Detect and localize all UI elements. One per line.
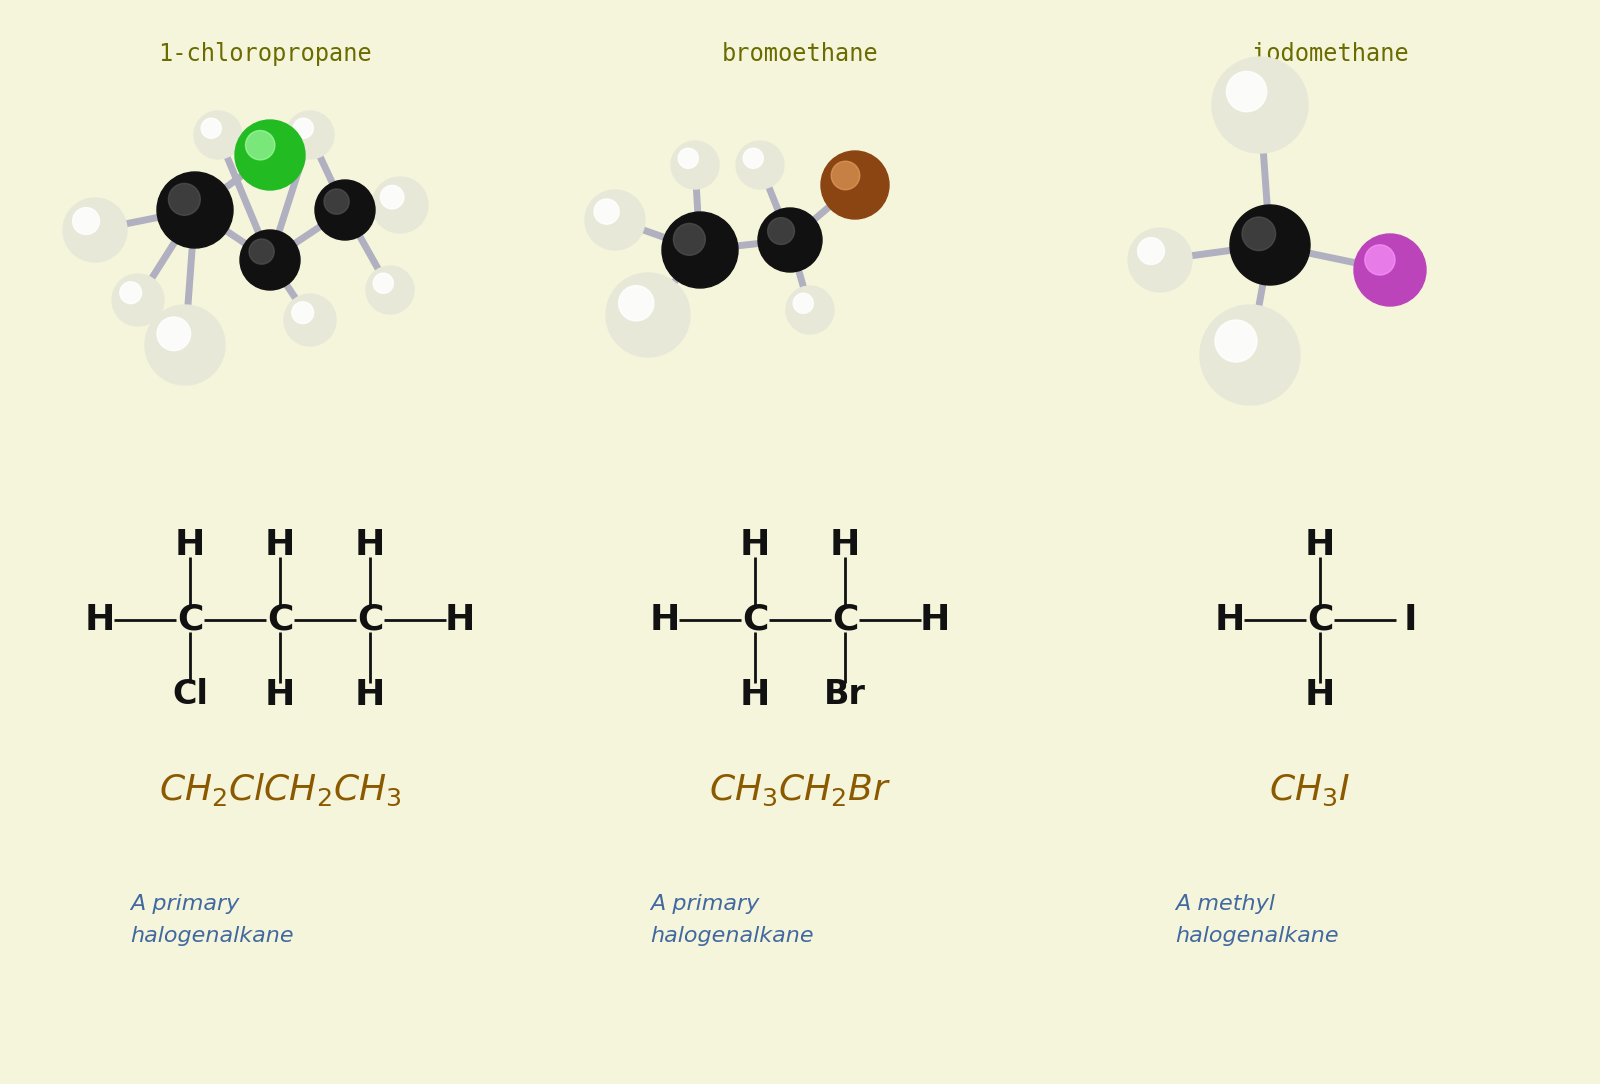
- Text: A primary
halogenalkane: A primary halogenalkane: [130, 893, 294, 946]
- Text: bromoethane: bromoethane: [722, 42, 878, 66]
- Text: I: I: [1403, 603, 1416, 637]
- Circle shape: [758, 208, 822, 272]
- Text: C: C: [832, 603, 858, 637]
- Circle shape: [786, 286, 834, 334]
- Text: H: H: [739, 678, 770, 712]
- Circle shape: [146, 305, 226, 385]
- Text: H: H: [1214, 603, 1245, 637]
- Circle shape: [1138, 237, 1165, 264]
- Circle shape: [1226, 72, 1267, 112]
- Text: C: C: [742, 603, 768, 637]
- Text: C: C: [178, 603, 203, 637]
- Circle shape: [1230, 205, 1310, 285]
- Circle shape: [291, 301, 314, 324]
- Text: iodomethane: iodomethane: [1251, 42, 1408, 66]
- Circle shape: [315, 180, 374, 240]
- Text: H: H: [1306, 678, 1334, 712]
- Circle shape: [381, 185, 403, 209]
- Circle shape: [794, 293, 813, 313]
- Circle shape: [72, 208, 99, 234]
- Text: H: H: [355, 678, 386, 712]
- Circle shape: [250, 238, 274, 264]
- Text: H: H: [445, 603, 475, 637]
- Circle shape: [240, 230, 301, 291]
- Text: H: H: [85, 603, 115, 637]
- Text: C: C: [1307, 603, 1333, 637]
- Text: H: H: [650, 603, 680, 637]
- Text: C: C: [267, 603, 293, 637]
- Circle shape: [293, 118, 314, 139]
- Circle shape: [736, 141, 784, 189]
- Circle shape: [371, 177, 429, 233]
- Circle shape: [594, 199, 619, 224]
- Text: $CH_3I$: $CH_3I$: [1269, 772, 1350, 808]
- Circle shape: [1354, 234, 1426, 306]
- Circle shape: [821, 151, 890, 219]
- Circle shape: [678, 149, 698, 168]
- Text: Cl: Cl: [173, 679, 208, 711]
- Text: 1-chloropropane: 1-chloropropane: [158, 42, 371, 66]
- Text: H: H: [920, 603, 950, 637]
- Text: $CH_2ClCH_2CH_3$: $CH_2ClCH_2CH_3$: [158, 772, 402, 809]
- Circle shape: [832, 162, 859, 190]
- Circle shape: [586, 190, 645, 250]
- Circle shape: [157, 172, 234, 248]
- Circle shape: [606, 273, 690, 357]
- Circle shape: [1214, 320, 1258, 362]
- Text: H: H: [830, 528, 861, 562]
- Text: Br: Br: [824, 679, 866, 711]
- Text: H: H: [266, 528, 294, 562]
- Circle shape: [366, 266, 414, 314]
- Circle shape: [619, 285, 654, 321]
- Circle shape: [323, 189, 349, 215]
- Text: H: H: [266, 678, 294, 712]
- Circle shape: [157, 317, 190, 350]
- Text: C: C: [357, 603, 382, 637]
- Circle shape: [1213, 57, 1309, 153]
- Circle shape: [285, 294, 336, 346]
- Circle shape: [662, 212, 738, 288]
- Text: $CH_3CH_2Br$: $CH_3CH_2Br$: [709, 772, 891, 808]
- Circle shape: [245, 130, 275, 160]
- Circle shape: [62, 198, 126, 262]
- Circle shape: [1365, 245, 1395, 275]
- Text: H: H: [1306, 528, 1334, 562]
- Circle shape: [1128, 228, 1192, 292]
- Circle shape: [670, 141, 718, 189]
- Circle shape: [168, 183, 200, 216]
- Text: H: H: [739, 528, 770, 562]
- Circle shape: [286, 111, 334, 159]
- Text: A methyl
halogenalkane: A methyl halogenalkane: [1174, 893, 1339, 946]
- Circle shape: [768, 218, 795, 245]
- Circle shape: [373, 273, 394, 294]
- Circle shape: [1200, 305, 1299, 405]
- Text: H: H: [355, 528, 386, 562]
- Circle shape: [202, 118, 221, 139]
- Circle shape: [1242, 217, 1275, 250]
- Circle shape: [112, 274, 165, 326]
- Text: H: H: [174, 528, 205, 562]
- Circle shape: [194, 111, 242, 159]
- Circle shape: [742, 149, 763, 168]
- Circle shape: [120, 282, 142, 304]
- Circle shape: [235, 120, 306, 190]
- Circle shape: [674, 223, 706, 256]
- Text: A primary
halogenalkane: A primary halogenalkane: [650, 893, 814, 946]
